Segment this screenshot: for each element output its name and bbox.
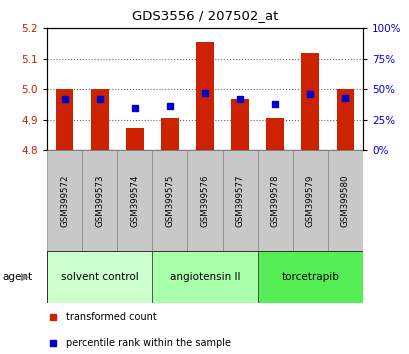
Text: GSM399577: GSM399577 <box>235 175 244 227</box>
Text: angiotensin II: angiotensin II <box>169 272 240 282</box>
Bar <box>257 150 292 251</box>
Text: GSM399575: GSM399575 <box>165 175 174 227</box>
Text: transformed count: transformed count <box>66 312 157 322</box>
Text: solvent control: solvent control <box>61 272 138 282</box>
Text: GSM399573: GSM399573 <box>95 175 104 227</box>
Text: ▶: ▶ <box>21 272 30 282</box>
Bar <box>196 42 213 150</box>
Bar <box>301 53 318 150</box>
Text: GDS3556 / 207502_at: GDS3556 / 207502_at <box>131 9 278 22</box>
Bar <box>47 251 152 303</box>
Bar <box>257 251 362 303</box>
Bar <box>152 251 257 303</box>
Bar <box>47 150 82 251</box>
Text: percentile rank within the sample: percentile rank within the sample <box>66 338 231 348</box>
Bar <box>187 150 222 251</box>
Bar <box>82 150 117 251</box>
Text: GSM399579: GSM399579 <box>305 175 314 227</box>
Bar <box>266 118 283 150</box>
Text: torcetrapib: torcetrapib <box>281 272 338 282</box>
Bar <box>336 90 353 150</box>
Bar <box>292 150 327 251</box>
Text: GSM399576: GSM399576 <box>200 175 209 227</box>
Bar <box>161 118 178 150</box>
Bar <box>152 150 187 251</box>
Text: GSM399578: GSM399578 <box>270 175 279 227</box>
Bar <box>126 127 143 150</box>
Text: GSM399574: GSM399574 <box>130 175 139 227</box>
Text: agent: agent <box>2 272 32 282</box>
Text: GSM399580: GSM399580 <box>340 175 349 227</box>
Bar <box>91 90 108 150</box>
Bar <box>231 98 248 150</box>
Bar <box>222 150 257 251</box>
Text: GSM399572: GSM399572 <box>60 175 69 227</box>
Bar <box>117 150 152 251</box>
Bar <box>327 150 362 251</box>
Bar <box>56 90 73 150</box>
